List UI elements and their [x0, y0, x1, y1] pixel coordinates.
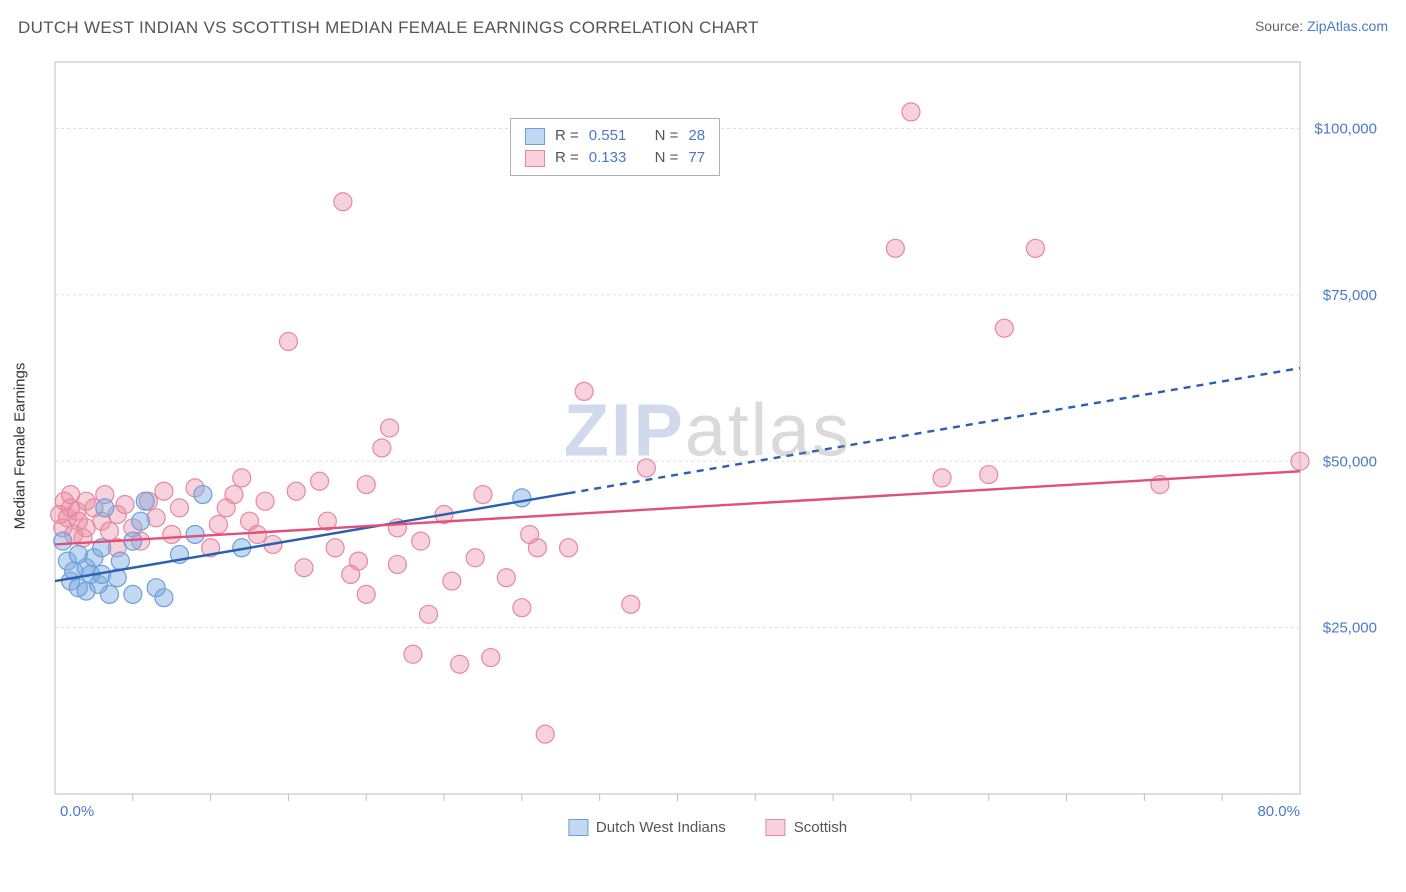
legend-swatch-0 — [568, 819, 588, 836]
svg-text:$25,000: $25,000 — [1323, 620, 1377, 637]
swatch-series-1 — [525, 150, 545, 167]
y-axis-label: Median Female Earnings — [12, 363, 29, 530]
svg-text:$75,000: $75,000 — [1323, 287, 1377, 304]
correlation-info-box: R = 0.551 N = 28 R = 0.133 N = 77 — [510, 118, 720, 176]
r-value-1: 0.133 — [589, 147, 627, 169]
r-label: R = — [555, 125, 579, 147]
chart-container: Median Female Earnings $25,000$50,000$75… — [30, 56, 1385, 836]
n-label: N = — [655, 125, 679, 147]
svg-text:$100,000: $100,000 — [1314, 121, 1377, 138]
chart-title: DUTCH WEST INDIAN VS SCOTTISH MEDIAN FEM… — [18, 18, 759, 37]
legend-swatch-1 — [766, 819, 786, 836]
r-label: R = — [555, 147, 579, 169]
legend: Dutch West Indians Scottish — [568, 819, 847, 836]
svg-text:80.0%: 80.0% — [1257, 803, 1300, 820]
legend-item-0: Dutch West Indians — [568, 819, 726, 836]
info-row-series-1: R = 0.133 N = 77 — [525, 147, 705, 169]
chart-header: DUTCH WEST INDIAN VS SCOTTISH MEDIAN FEM… — [18, 18, 1388, 48]
n-value-1: 77 — [688, 147, 705, 169]
legend-label-0: Dutch West Indians — [596, 819, 726, 836]
svg-text:$50,000: $50,000 — [1323, 453, 1377, 470]
svg-text:0.0%: 0.0% — [60, 803, 94, 820]
source-label: Source: — [1255, 18, 1303, 34]
source-attribution: Source: ZipAtlas.com — [1255, 18, 1388, 34]
swatch-series-0 — [525, 128, 545, 145]
legend-item-1: Scottish — [766, 819, 847, 836]
legend-label-1: Scottish — [794, 819, 847, 836]
source-link[interactable]: ZipAtlas.com — [1307, 18, 1388, 34]
r-value-0: 0.551 — [589, 125, 627, 147]
info-row-series-0: R = 0.551 N = 28 — [525, 125, 705, 147]
n-label: N = — [655, 147, 679, 169]
n-value-0: 28 — [688, 125, 705, 147]
